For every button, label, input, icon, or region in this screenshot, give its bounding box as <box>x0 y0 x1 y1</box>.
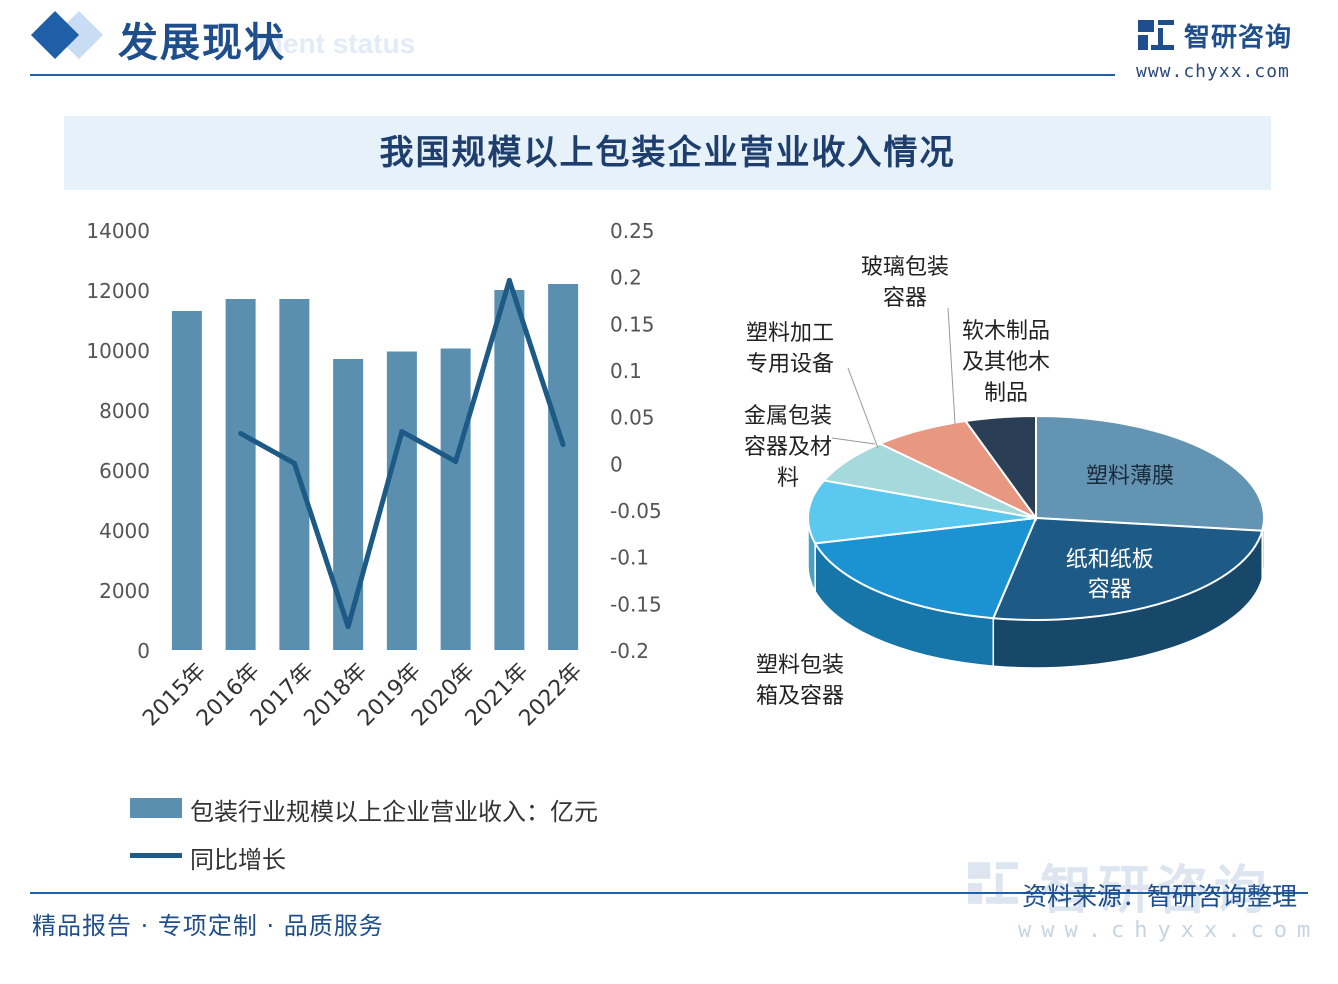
bar-revenue[interactable] <box>386 351 417 651</box>
pie-slice[interactable] <box>963 414 1037 522</box>
y-left-tick-label: 6000 <box>99 459 150 483</box>
pie-leader-line <box>847 367 879 449</box>
header-divider <box>30 74 1115 76</box>
header-title: 发展现状 <box>118 20 286 66</box>
legend-bar-swatch <box>130 798 182 818</box>
footer-url[interactable]: www.chyxx.com <box>1018 918 1321 943</box>
y-right-tick-label: -0.2 <box>610 639 649 663</box>
y-right-tick-label: 0.2 <box>610 266 642 290</box>
brand-logo-icon <box>1138 20 1174 50</box>
pie-slice-label: 纸和纸板 <box>1066 547 1154 572</box>
y-left-tick-label: 12000 <box>86 279 150 303</box>
combo-chart: 0 2000 4000 6000 8000 10000 12000 14000 -0.2 -0.1… <box>86 219 662 731</box>
pie-slice[interactable] <box>1035 414 1265 532</box>
bar-revenue[interactable] <box>225 299 256 650</box>
pie-slice[interactable] <box>991 516 1264 621</box>
pie-outside-label: 容器 <box>883 286 927 311</box>
pie-slice[interactable] <box>807 479 1037 545</box>
line-point[interactable] <box>238 430 244 436</box>
line-point[interactable] <box>560 442 566 448</box>
chart-title-band <box>64 116 1271 190</box>
pie-leader-line <box>831 437 876 445</box>
legend-line-label: 同比增长 <box>190 846 286 874</box>
footer-divider <box>30 892 1308 894</box>
pie-outside-label: 软木制品 <box>962 319 1050 344</box>
bar-revenue[interactable] <box>440 348 471 651</box>
pie-slice-label: 容器 <box>1088 577 1132 602</box>
pie-outside-label: 塑料包装 <box>756 653 844 678</box>
y-right-tick-label: -0.15 <box>610 592 662 616</box>
y-right-tick-label: 0.25 <box>610 219 655 243</box>
bar-revenue[interactable] <box>279 299 310 650</box>
bar-revenue[interactable] <box>548 284 579 650</box>
pie-slice-label: 塑料薄膜 <box>1086 464 1174 489</box>
pie-chart: 塑料薄膜纸和纸板容器塑料包装箱及容器金属包装容器及材料塑料加工专用设备玻璃包装容… <box>744 255 1265 709</box>
line-point[interactable] <box>453 458 459 464</box>
pie-outside-label: 及其他木 <box>962 350 1050 375</box>
pie-outside-label: 容器及材 <box>744 435 832 460</box>
bar-revenue[interactable] <box>333 359 364 650</box>
legend-bar-label: 包装行业规模以上企业营业收入：亿元 <box>190 798 598 826</box>
pie-leader-line <box>947 307 956 425</box>
line-point[interactable] <box>291 460 297 466</box>
line-point[interactable] <box>399 429 405 435</box>
brand-logo-name: 智研咨询 <box>1184 23 1293 53</box>
footer-logo-icon <box>968 862 1018 904</box>
pie-slice[interactable] <box>813 516 1038 620</box>
legend-line-swatch <box>130 853 182 858</box>
y-left-tick-label: 10000 <box>86 339 150 363</box>
y-left-tick-label: 14000 <box>86 219 150 243</box>
y-right-tick-label: -0.1 <box>610 546 649 570</box>
pie-outside-label: 金属包装 <box>744 404 832 429</box>
footer-source: 资料来源：智研咨询整理 <box>1022 882 1298 911</box>
pie-outside-label: 玻璃包装 <box>861 255 949 280</box>
y-left-tick-label: 8000 <box>99 399 150 423</box>
y-right-tick-label: 0.15 <box>610 312 655 336</box>
brand-logo-url[interactable]: www.chyxx.com <box>1136 61 1290 82</box>
y-right-tick-label: -0.05 <box>610 499 662 523</box>
y-right-tick-label: 0.05 <box>610 406 655 430</box>
pie-outside-label: 专用设备 <box>746 352 834 377</box>
chart-title: 我国规模以上包装企业营业收入情况 <box>379 133 956 173</box>
pie-outside-label: 箱及容器 <box>756 684 844 709</box>
y-left-tick-label: 0 <box>137 639 150 663</box>
bar-revenue[interactable] <box>171 311 202 650</box>
footer-brand-watermark: 智研咨询 <box>1040 861 1273 921</box>
pie-outside-label: 塑料加工 <box>746 321 834 346</box>
pie-outside-label: 制品 <box>984 381 1028 406</box>
header-subtitle-en: ment status <box>258 28 416 59</box>
footer-tagline: 精品报告 · 专项定制 · 品质服务 <box>32 912 384 940</box>
y-right-tick-label: 0 <box>610 452 623 476</box>
line-point[interactable] <box>345 624 351 630</box>
bar-revenue[interactable] <box>494 290 525 650</box>
y-left-tick-label: 4000 <box>99 519 150 543</box>
y-right-tick-label: 0.1 <box>610 359 642 383</box>
y-left-tick-label: 2000 <box>99 579 150 603</box>
line-point[interactable] <box>506 277 512 283</box>
pie-outside-label: 料 <box>777 466 799 491</box>
